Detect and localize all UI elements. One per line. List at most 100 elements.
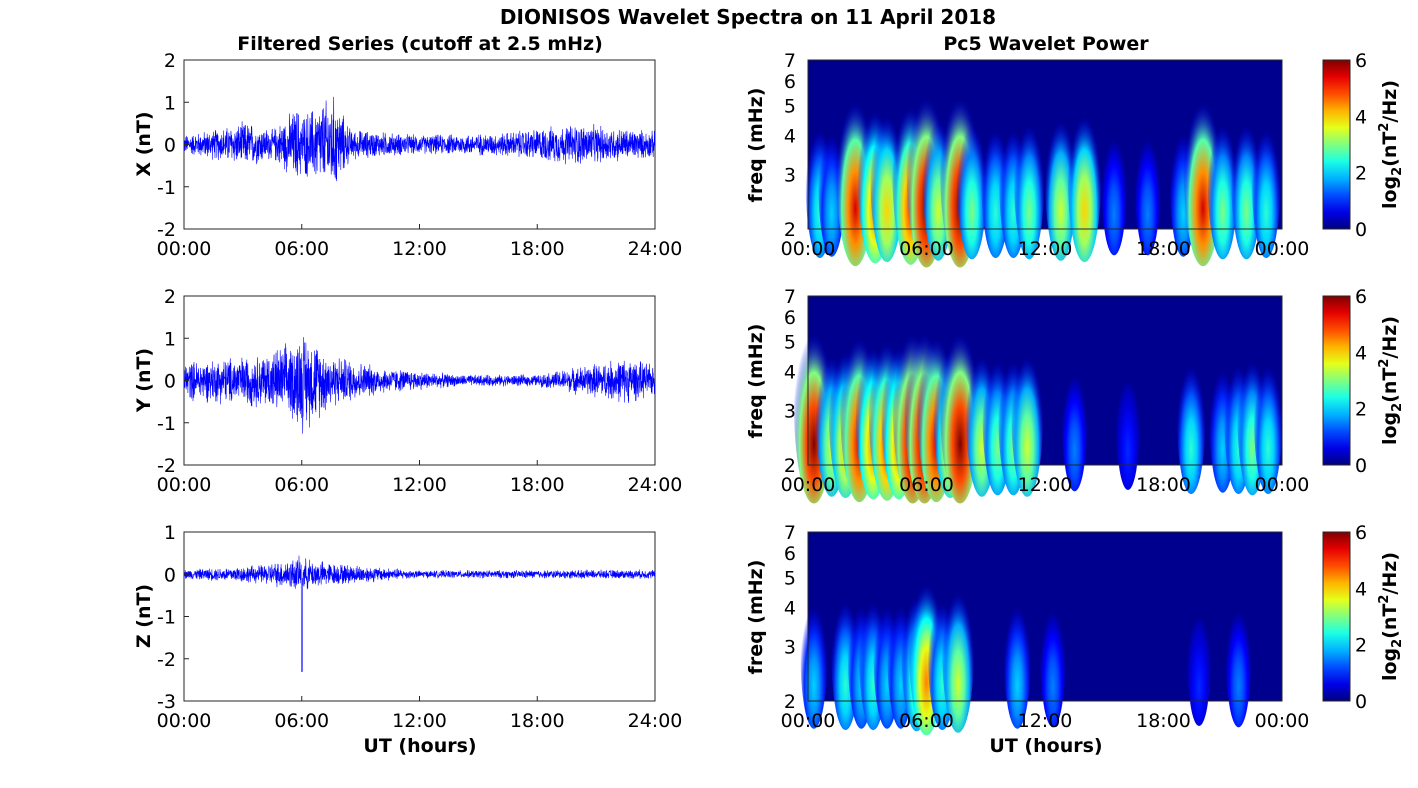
wavelet-power-burst [1062,355,1088,492]
colorbar-tick-label: 4 [1355,106,1367,128]
wavelet-power-burst [1011,332,1044,497]
colorbar-scale [1322,59,1351,230]
freq-tick-label: 2 [784,691,796,713]
series-trace [183,337,656,434]
x-tick-label: 00:00 [157,710,212,732]
y-series-line [183,337,656,434]
z-wavelet-colorbar: 6 4 2 0 log2(nT2/Hz) [1322,522,1405,713]
x-wavelet-y-label: freq (mHz) [745,88,767,203]
colorbar-scale [1322,295,1351,466]
wavelet-power-burst [1067,90,1102,263]
y-wavelet-panel: freq (mHz) 00:00 06:00 12:00 18:00 00:007654… [745,286,1405,504]
x-wavelet-heatmap [805,68,1281,268]
colorbar-label: log2(nT2/Hz) [1377,552,1405,681]
z-series-y-label: Z (nT) [133,584,155,648]
wavelet-power-burst [1254,343,1283,495]
z-wavelet-axes [807,531,1283,702]
y-tick-label: 2 [164,286,176,308]
freq-tick-label: 4 [784,125,796,147]
freq-tick-label: 6 [784,543,796,565]
x-tick-label: 00:00 [1255,710,1310,732]
y-wavelet-y-label: freq (mHz) [745,324,767,439]
freq-tick-label: 2 [784,219,796,241]
freq-tick-label: 4 [784,597,796,619]
wavelet-power-burst [1116,360,1140,491]
wavelet-power-burst [1207,102,1238,260]
y-tick-label: 0 [164,135,176,157]
wavelet-power-burst [1044,96,1077,261]
x-tick-label: 12:00 [1018,238,1073,260]
freq-tick-label: 3 [784,636,796,658]
colorbar-label: log2(nT2/Hz) [1377,316,1405,445]
colorbar-tick-label: 2 [1355,163,1367,185]
freq-tick-label: 6 [784,71,796,93]
x-tick-label: 24:00 [628,474,683,496]
y-series-ticks: 00:00 06:00 12:00 18:00 24:00 2 1 0 -1 -2 [157,286,683,496]
y-wavelet-ticks: 00:00 06:00 12:00 18:00 00:00 765 4 3 2 [781,286,1310,496]
x-tick-label: 06:00 [274,238,329,260]
x-tick-label: 12:00 [392,474,447,496]
wavelet-power-burst [942,568,974,733]
z-series-line [183,555,656,672]
left-column-title: Filtered Series (cutoff at 2.5 mHz) [237,33,603,55]
x-tick-label: 12:00 [392,710,447,732]
y-tick-label: -1 [157,177,176,199]
x-series-y-label: X (nT) [133,111,155,176]
y-tick-label: 2 [164,50,176,72]
colorbar-tick-label: 6 [1355,50,1367,72]
x-tick-label: 12:00 [1018,474,1073,496]
wavelet-power-burst [1176,343,1206,495]
colorbar-tick-label: 0 [1355,455,1367,477]
y-tick-label: -1 [157,607,176,629]
wavelet-power-burst [1004,585,1031,729]
wavelet-power-burst [1226,591,1252,728]
x-tick-label: 18:00 [1136,238,1191,260]
right-x-axis-label: UT (hours) [989,735,1102,757]
x-tick-label: 06:00 [899,474,954,496]
x-tick-label: 06:00 [899,238,954,260]
x-tick-label: 18:00 [1136,710,1191,732]
y-wavelet-colorbar: 6 4 2 0 log2(nT2/Hz) [1322,286,1405,477]
x-tick-label: 00:00 [1255,474,1310,496]
x-tick-label: 06:00 [274,710,329,732]
y-tick-label: -2 [157,219,176,241]
colorbar-tick-label: 2 [1355,399,1367,421]
y-tick-label: 1 [164,328,176,350]
y-tick-label: 0 [164,371,176,393]
x-tick-label: 00:00 [1255,238,1310,260]
series-trace [183,96,656,182]
x-tick-label: 00:00 [157,238,212,260]
y-tick-label: 1 [164,522,176,544]
x-tick-label: 00:00 [781,474,836,496]
x-wavelet-panel: freq (mHz) 00:00 06:00 12:00 18:00 00:007654… [745,50,1405,268]
z-series-axes [183,531,656,702]
colorbar-tick-label: 6 [1355,522,1367,544]
y-tick-label: 0 [164,564,176,586]
freq-tick-label: 7 [784,522,796,544]
z-wavelet-ticks: 00:00 06:00 12:00 18:00 00:00 765 4 3 2 [781,522,1310,732]
y-tick-label: -2 [157,455,176,477]
freq-tick-label: 5 [784,95,796,117]
colorbar-tick-label: 2 [1355,635,1367,657]
wavelet-power-burst [1187,596,1211,727]
y-tick-label: -2 [157,649,176,671]
x-tick-label: 18:00 [510,710,565,732]
z-wavelet-heatmap [800,557,1252,736]
x-tick-label: 12:00 [392,238,447,260]
wavelet-power-burst [956,102,987,260]
freq-tick-label: 7 [784,286,796,308]
x-tick-label: 24:00 [628,238,683,260]
x-wavelet-ticks: 00:00 06:00 12:00 18:00 00:00 765 4 3 2 [781,50,1310,260]
colorbar-scale [1322,531,1351,702]
figure-title: DIONISOS Wavelet Spectra on 11 April 201… [500,5,996,29]
freq-tick-label: 5 [784,567,796,589]
colorbar-label: log2(nT2/Hz) [1377,80,1405,209]
y-series-y-label: Y (nT) [133,348,155,413]
x-tick-label: 18:00 [510,238,565,260]
z-wavelet-y-label: freq (mHz) [745,560,767,675]
left-x-axis-label: UT (hours) [363,735,476,757]
z-series-panel: Z (nT) 00:00 06:00 12:00 18:00 24:00 1 0 -1 -2 -3 [133,522,682,732]
freq-tick-label: 7 [784,50,796,72]
y-tick-label: -1 [157,413,176,435]
